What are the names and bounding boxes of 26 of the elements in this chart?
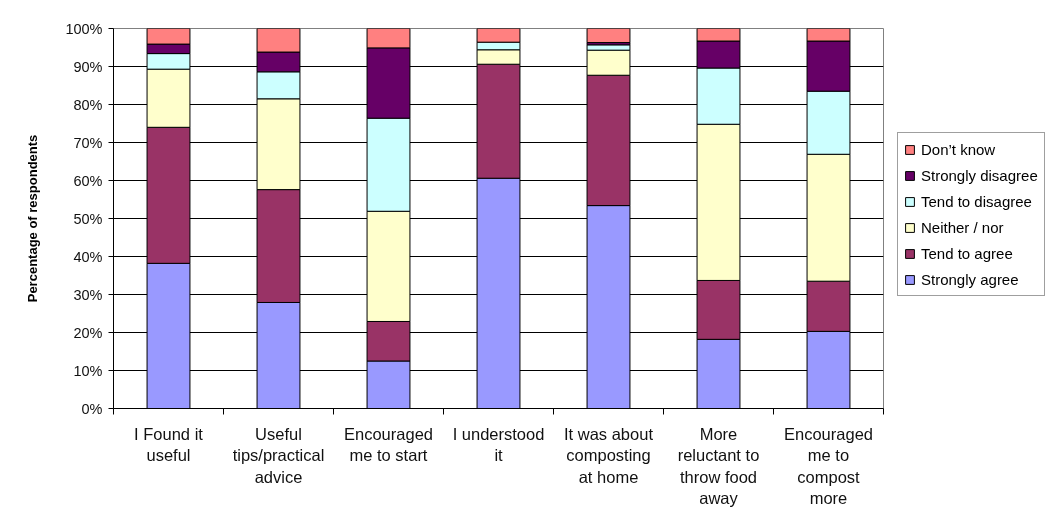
y-tick-label: 50% [73,210,103,227]
x-tick-label: I Found it useful [134,424,204,465]
legend-label: Tend to agree [921,243,1013,263]
legend-label: Don’t know [921,139,996,159]
bar [586,28,631,44]
x-tick-label: Encouraged me to compost more [784,424,874,508]
y-tick-label: 30% [73,286,103,303]
y-tick-label: 20% [73,324,103,341]
x-tick-label: I understood it [452,424,545,465]
legend-label: Neither / nor [921,217,1004,237]
legend-label: Strongly disagree [921,165,1038,185]
y-tick-label: 40% [73,248,103,265]
y-tick-label: 10% [73,362,103,379]
y-tick-label: 60% [73,172,103,189]
y-tick-label: 90% [73,58,103,75]
y-tick-label: 70% [73,134,103,151]
x-tick-label: Useful tips/practical advice [232,424,325,486]
y-tick-label: 80% [73,96,103,113]
y-tick-label: 100% [65,20,103,37]
legend-label: Tend to disagree [921,191,1032,211]
x-tick-label: Encouraged me to start [344,424,434,465]
legend-label: Strongly agree [921,269,1019,289]
x-tick-label: More reluctant to throw food away [677,424,760,508]
x-tick-label: It was about composting at home [564,424,654,486]
y-tick-label: 0% [81,400,103,417]
y-axis-title: Percentage of respondents [25,134,41,303]
